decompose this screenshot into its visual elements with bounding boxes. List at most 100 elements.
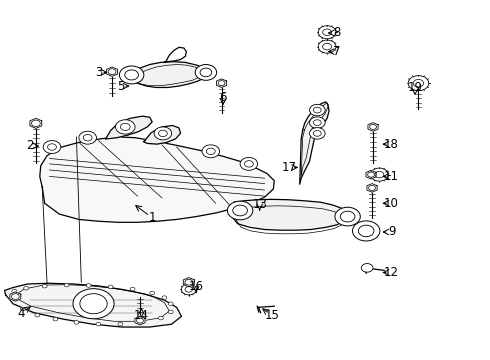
Polygon shape (127, 62, 208, 87)
Circle shape (168, 310, 173, 314)
Circle shape (202, 145, 220, 158)
Circle shape (414, 80, 423, 87)
Circle shape (318, 40, 336, 53)
Text: 19: 19 (408, 81, 422, 94)
Circle shape (86, 284, 91, 287)
Circle shape (245, 161, 253, 167)
Polygon shape (40, 137, 274, 222)
Circle shape (335, 207, 360, 226)
Circle shape (31, 120, 40, 127)
Circle shape (137, 318, 144, 323)
Text: 5: 5 (117, 80, 124, 93)
Text: 15: 15 (265, 309, 279, 322)
Circle shape (120, 66, 144, 84)
Polygon shape (135, 316, 145, 325)
Circle shape (369, 125, 376, 130)
Text: 10: 10 (384, 197, 399, 210)
Circle shape (43, 140, 61, 153)
Circle shape (121, 123, 130, 131)
Circle shape (48, 144, 56, 150)
Circle shape (314, 120, 321, 126)
Circle shape (181, 284, 196, 295)
Circle shape (322, 29, 332, 36)
Circle shape (310, 104, 325, 116)
Polygon shape (4, 283, 181, 327)
Circle shape (53, 318, 58, 321)
Circle shape (322, 43, 332, 50)
Circle shape (168, 302, 173, 306)
Circle shape (162, 296, 167, 300)
Circle shape (10, 296, 15, 300)
Circle shape (233, 205, 247, 216)
Polygon shape (10, 292, 21, 301)
Circle shape (340, 211, 355, 222)
Text: 9: 9 (388, 225, 395, 238)
Circle shape (206, 148, 215, 154)
Text: 4: 4 (18, 307, 25, 320)
Circle shape (375, 171, 384, 178)
Circle shape (154, 127, 171, 140)
Circle shape (11, 294, 19, 300)
Polygon shape (183, 278, 195, 287)
Circle shape (24, 287, 28, 290)
Circle shape (130, 287, 135, 291)
Circle shape (218, 81, 225, 86)
Circle shape (73, 289, 114, 319)
Circle shape (139, 320, 144, 323)
Polygon shape (366, 170, 376, 179)
Circle shape (361, 264, 373, 272)
Circle shape (20, 307, 25, 311)
Circle shape (314, 107, 321, 113)
Text: 16: 16 (189, 280, 204, 293)
Circle shape (408, 76, 429, 91)
Text: 14: 14 (134, 309, 149, 322)
Text: 6: 6 (219, 91, 227, 104)
Circle shape (108, 285, 113, 289)
Circle shape (83, 134, 92, 141)
Circle shape (185, 287, 193, 292)
Polygon shape (107, 67, 118, 76)
Text: 12: 12 (384, 266, 399, 279)
Circle shape (108, 69, 116, 75)
Circle shape (150, 291, 155, 295)
Polygon shape (217, 79, 226, 87)
Circle shape (310, 128, 325, 139)
Polygon shape (300, 102, 329, 184)
Circle shape (35, 314, 40, 317)
Circle shape (358, 225, 374, 237)
Circle shape (368, 185, 375, 190)
Polygon shape (144, 126, 180, 144)
Text: 11: 11 (384, 170, 399, 183)
Text: 17: 17 (281, 161, 296, 174)
Circle shape (118, 322, 123, 326)
Circle shape (80, 294, 107, 314)
Circle shape (370, 168, 388, 181)
Polygon shape (367, 184, 377, 192)
Text: 18: 18 (384, 138, 399, 150)
Text: 13: 13 (252, 198, 267, 211)
Circle shape (185, 279, 193, 285)
Circle shape (227, 201, 253, 220)
Text: 1: 1 (148, 211, 156, 224)
Circle shape (368, 172, 374, 177)
Circle shape (159, 130, 167, 136)
Circle shape (195, 64, 217, 80)
Circle shape (74, 320, 79, 324)
Circle shape (79, 131, 97, 144)
Circle shape (125, 70, 139, 80)
Circle shape (12, 289, 17, 293)
Circle shape (314, 131, 321, 136)
Text: 7: 7 (333, 45, 341, 58)
Circle shape (310, 117, 325, 129)
Text: 2: 2 (26, 139, 34, 152)
Polygon shape (231, 199, 347, 230)
Polygon shape (368, 123, 378, 131)
Text: 8: 8 (333, 27, 341, 40)
Circle shape (240, 157, 258, 170)
Circle shape (116, 120, 135, 134)
Circle shape (200, 68, 212, 77)
Circle shape (352, 221, 380, 241)
Text: 3: 3 (95, 66, 102, 79)
Circle shape (64, 283, 69, 287)
Polygon shape (30, 118, 42, 129)
